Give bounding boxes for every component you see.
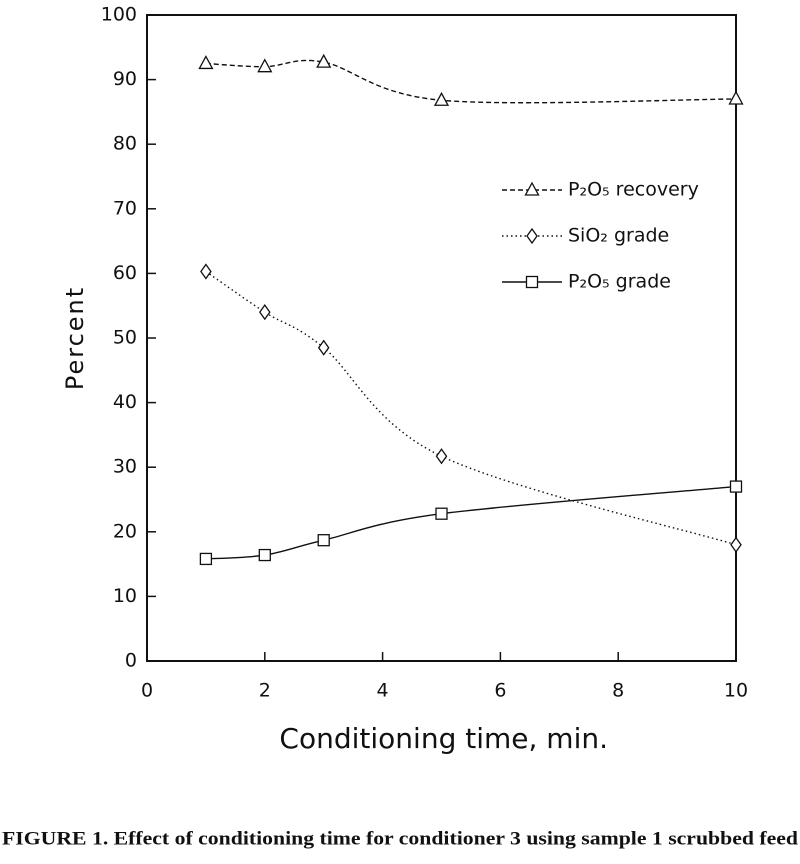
y-tick-label: 40	[113, 391, 137, 413]
y-axis-label: Percent	[61, 286, 89, 390]
marker	[317, 339, 330, 356]
marker	[525, 275, 539, 289]
caption: FIGURE 1. Effect of conditioning time fo…	[2, 828, 798, 849]
marker	[730, 536, 742, 553]
marker	[258, 548, 271, 562]
y-tick-label: 30	[113, 456, 137, 478]
plot-frame	[146, 14, 737, 662]
marker	[259, 304, 271, 321]
y-tick-label: 50	[113, 327, 137, 349]
marker	[199, 552, 213, 566]
marker	[435, 448, 448, 465]
y-tick-label: 10	[113, 585, 137, 607]
y-tick-label: 20	[113, 520, 137, 542]
x-tick-label: 6	[494, 680, 506, 702]
x-tick-label: 4	[377, 680, 389, 702]
marker	[524, 181, 540, 196]
marker	[729, 480, 743, 493]
y-tick-label: 0	[125, 650, 137, 672]
marker	[433, 91, 450, 106]
x-axis-label: Conditioning time, min.	[279, 722, 608, 755]
series-line	[205, 270, 737, 546]
y-tick-label: 70	[113, 197, 137, 219]
marker	[526, 227, 538, 245]
y-tick-label: 90	[113, 68, 137, 90]
series-line	[205, 59, 737, 104]
legend-label: P₂O₅ grade	[568, 271, 671, 293]
y-tick-label: 80	[113, 133, 137, 155]
marker	[317, 534, 330, 547]
x-tick-label: 10	[724, 680, 748, 702]
marker	[435, 507, 448, 520]
x-tick-label: 2	[259, 680, 271, 702]
marker	[198, 55, 214, 70]
marker	[200, 263, 212, 280]
y-tick-label: 60	[113, 262, 137, 284]
legend-label: SiO₂ grade	[568, 225, 669, 247]
x-tick-label: 0	[141, 680, 153, 702]
x-tick-label: 8	[612, 680, 624, 702]
legend-label: P₂O₅ recovery	[568, 179, 699, 201]
y-tick-label: 100	[101, 4, 137, 26]
marker	[728, 90, 744, 105]
marker	[257, 58, 273, 73]
marker	[316, 53, 332, 68]
